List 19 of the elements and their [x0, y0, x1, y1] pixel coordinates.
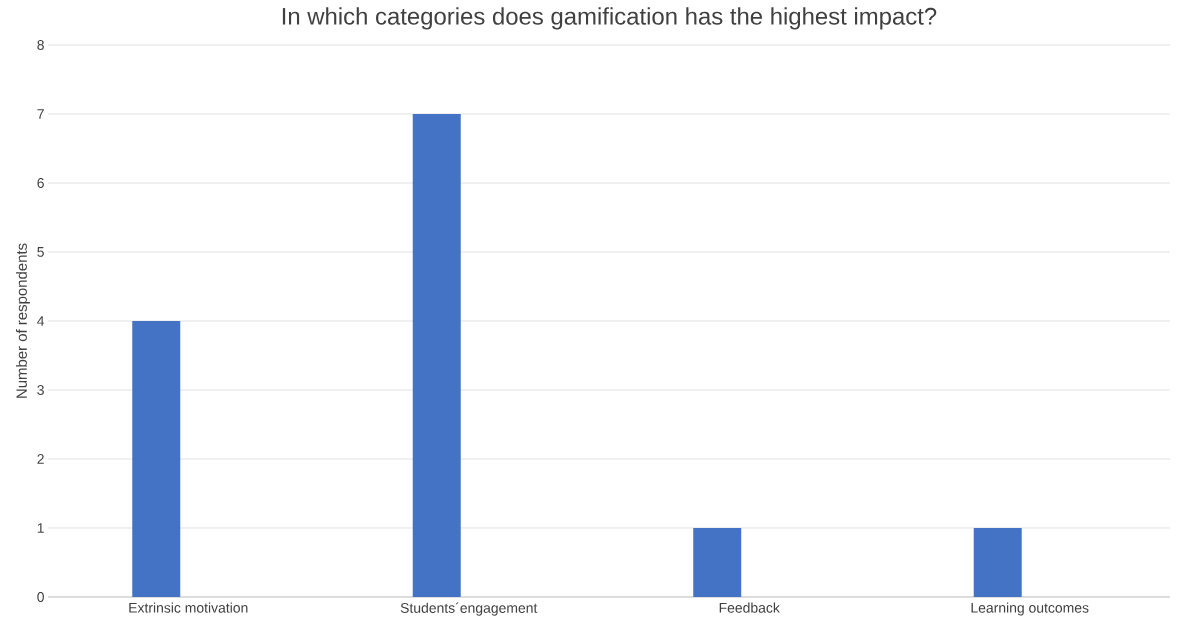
- y-axis-title: Number of respondents: [15, 243, 30, 398]
- y-tick-label: 1: [37, 523, 44, 533]
- bar: [132, 320, 181, 597]
- x-tick-label: Extrinsic motivation: [129, 602, 248, 613]
- y-tick-label: 4: [37, 316, 45, 326]
- y-tick-label: 2: [37, 454, 44, 464]
- y-tick-label: 8: [37, 40, 44, 50]
- x-tick-label: Learning outcomes: [971, 602, 1089, 616]
- x-tick-label: Feedback: [719, 602, 780, 613]
- y-tick-label: 7: [37, 109, 44, 119]
- y-tick-label: 3: [37, 385, 44, 395]
- bar: [412, 113, 461, 597]
- y-tick-label: 0: [37, 592, 44, 602]
- y-tick-label: 6: [37, 178, 44, 188]
- chart-title: In which categories does gamification has the highest impact?: [282, 7, 937, 30]
- bar: [973, 527, 1022, 597]
- y-tick-label: 5: [37, 247, 44, 257]
- bar: [693, 527, 742, 597]
- x-tick-label: Students´engagement: [400, 602, 538, 616]
